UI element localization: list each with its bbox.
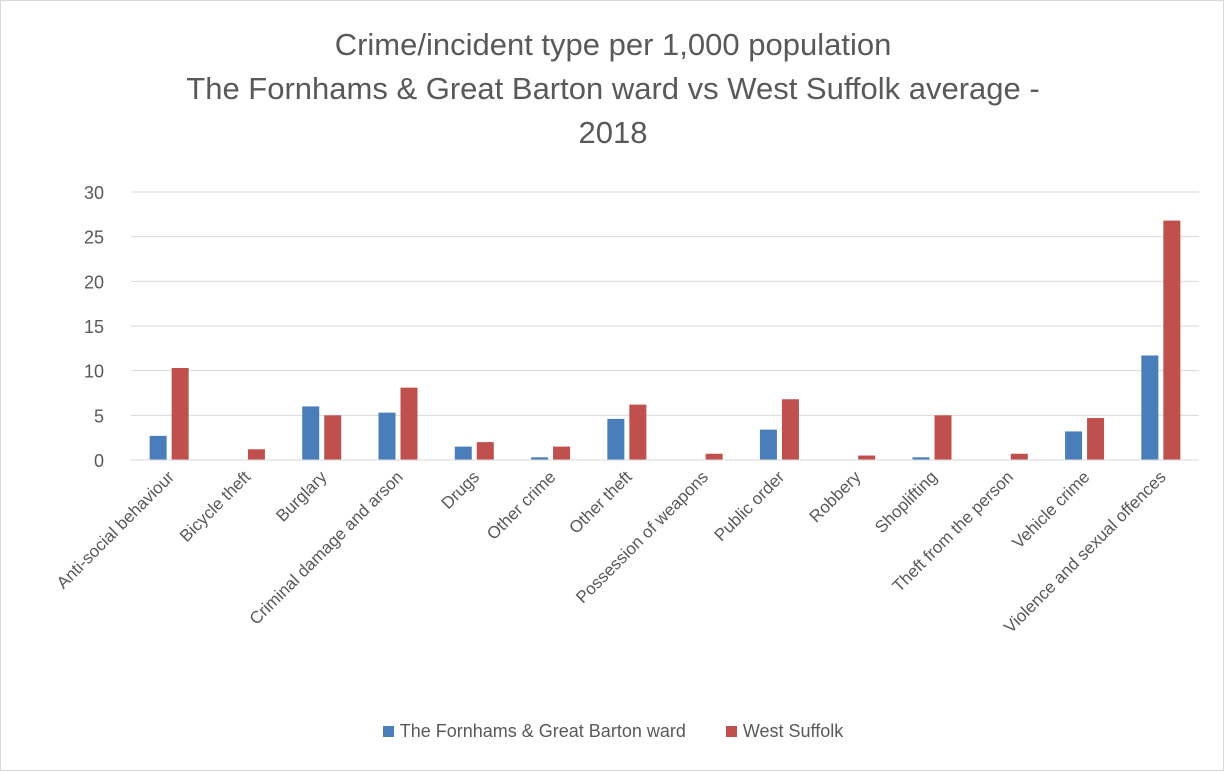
legend-item-ward: The Fornhams & Great Barton ward [382, 721, 686, 742]
bar-ward [1141, 355, 1159, 460]
legend-swatch-ward [382, 726, 394, 737]
x-tick-label: Possession of weapons [572, 467, 712, 607]
bar-ward [531, 457, 549, 460]
bar-west-suffolk [858, 455, 876, 460]
x-tick-label: Drugs [438, 467, 484, 513]
chart-title-line-1: Crime/incident type per 1,000 population [334, 27, 892, 62]
bar-ward [1065, 431, 1083, 460]
legend-label-west-suffolk: West Suffolk [742, 721, 844, 741]
bar-ward [759, 429, 777, 460]
gridlines [131, 191, 1199, 416]
legend-swatch-west-suffolk [725, 726, 737, 737]
x-tick-label: Vehicle crime [1008, 467, 1093, 552]
x-tick-label: Violence and sexual offences [1000, 467, 1169, 636]
bar-west-suffolk [476, 442, 494, 460]
x-tick-label: Anti-social behaviour [53, 467, 178, 592]
bars [149, 220, 1181, 460]
bar-west-suffolk [781, 399, 799, 460]
bar-west-suffolk [171, 367, 189, 460]
bar-west-suffolk [247, 449, 265, 460]
x-tick-label: Other crime [483, 467, 559, 543]
legend-item-west-suffolk: West Suffolk [725, 721, 844, 742]
bar-ward [454, 446, 472, 460]
bar-ward [912, 457, 930, 460]
bar-ward [607, 418, 625, 460]
chart-title-line-2: The Fornhams & Great Barton ward vs West… [186, 71, 1040, 106]
bar-ward [149, 435, 167, 460]
y-tick-label: 0 [94, 451, 104, 471]
chart-title-line-3: 2018 [578, 115, 648, 150]
chart-title: Crime/incident type per 1,000 population… [141, 23, 1085, 155]
legend-label-ward: The Fornhams & Great Barton ward [399, 721, 686, 741]
legend: The Fornhams & Great Barton ward West Su… [1, 721, 1224, 742]
bar-west-suffolk [1087, 418, 1105, 460]
y-tick-label: 20 [84, 272, 104, 292]
bar-ward [302, 406, 320, 460]
x-tick-label: Burglary [272, 467, 331, 526]
x-tick-label: Robbery [806, 467, 865, 526]
y-tick-label: 15 [84, 317, 104, 337]
x-tick-label: Shoplifting [871, 467, 941, 537]
bar-west-suffolk [629, 404, 647, 460]
x-tick-label: Public order [711, 467, 789, 545]
y-tick-label: 25 [84, 228, 104, 248]
bar-west-suffolk [324, 415, 342, 460]
y-tick-label: 5 [94, 406, 104, 426]
bar-west-suffolk [400, 387, 418, 460]
y-tick-label: 10 [84, 362, 104, 382]
bar-west-suffolk [1163, 220, 1181, 460]
y-tick-label: 30 [84, 183, 104, 203]
bar-west-suffolk [1010, 453, 1028, 460]
x-tick-label: Criminal damage and arson [246, 467, 407, 628]
bar-west-suffolk [705, 453, 723, 460]
x-tick-label: Other theft [565, 467, 635, 537]
bar-west-suffolk [553, 446, 571, 460]
bar-west-suffolk [934, 415, 952, 460]
bar-ward [378, 412, 396, 460]
x-tick-label: Bicycle theft [176, 467, 254, 545]
y-axis-ticks: 0 5 10 15 20 25 30 [84, 183, 104, 471]
